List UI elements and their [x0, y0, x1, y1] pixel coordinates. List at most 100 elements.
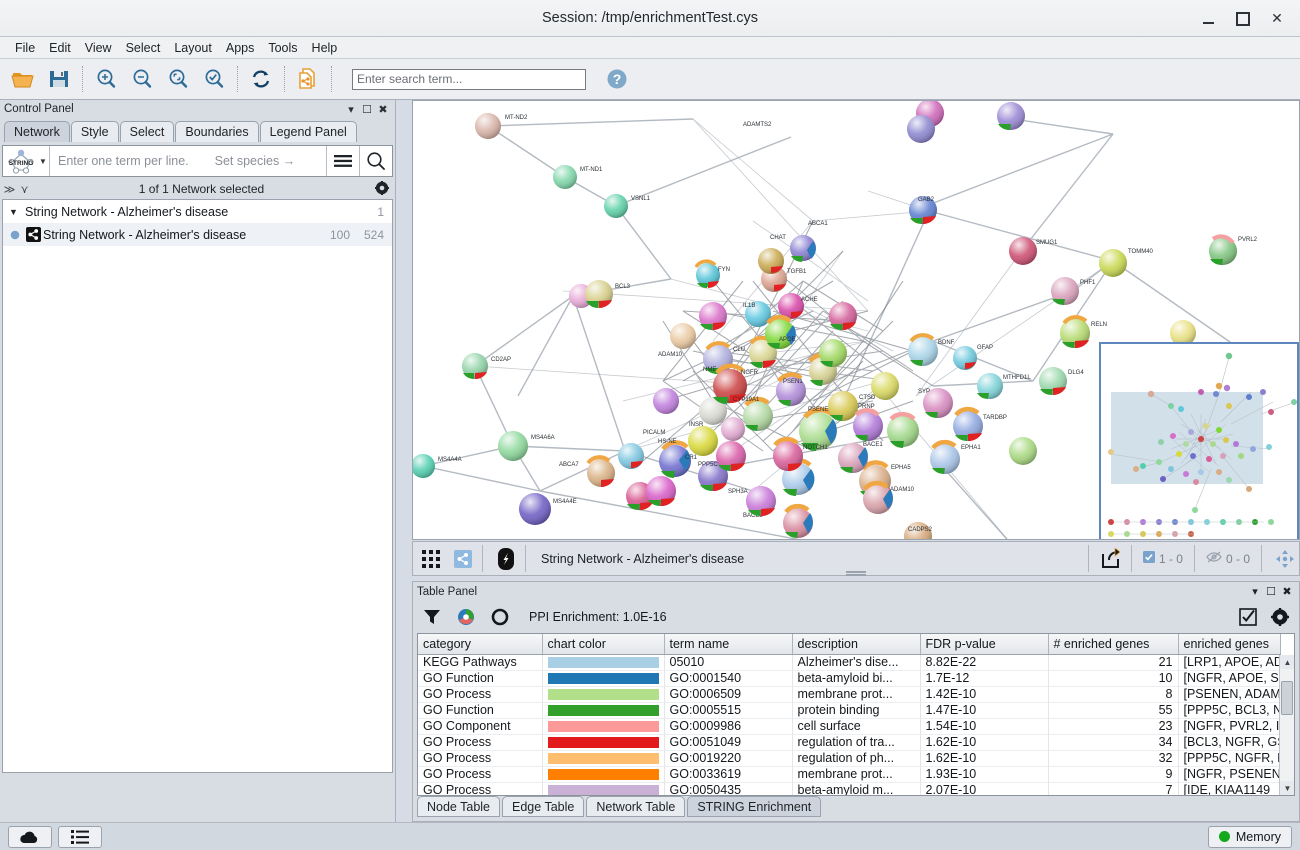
- toggle-annotation-icon[interactable]: [491, 544, 520, 573]
- table-row[interactable]: GO Process GO:0050435 beta-amyloid m... 2.0…: [418, 782, 1281, 795]
- tab-string-enrichment[interactable]: STRING Enrichment: [687, 796, 822, 817]
- scrollbar-thumb[interactable]: [1281, 681, 1293, 715]
- chevron-down-icon[interactable]: ▾: [1252, 586, 1258, 598]
- hamburger-icon[interactable]: [327, 146, 359, 176]
- menu-file[interactable]: File: [15, 40, 36, 55]
- checkbox-icon[interactable]: [1142, 551, 1155, 566]
- panel-resize-grip[interactable]: [846, 571, 866, 576]
- export-image-icon[interactable]: [1097, 544, 1126, 573]
- close-icon[interactable]: ✖: [378, 103, 388, 116]
- table-row[interactable]: GO Process GO:0033619 membrane prot... 1.93…: [418, 766, 1281, 782]
- collapse-all-icon[interactable]: ≫: [3, 183, 16, 196]
- menu-layout[interactable]: Layout: [174, 40, 212, 55]
- eye-slash-icon[interactable]: [1206, 551, 1222, 566]
- table-row[interactable]: GO Function GO:0005515 protein binding 1.47…: [418, 702, 1281, 718]
- menu-tools[interactable]: Tools: [268, 40, 298, 55]
- svg-text:TGFB1: TGFB1: [787, 269, 807, 275]
- gear-icon[interactable]: [371, 180, 393, 198]
- color-chart-icon[interactable]: [455, 605, 477, 629]
- menu-apps[interactable]: Apps: [225, 40, 255, 55]
- close-button[interactable]: ✕: [1271, 10, 1283, 26]
- table-row[interactable]: GO Process GO:0019220 regulation of ph... 1…: [418, 750, 1281, 766]
- float-icon[interactable]: ☐: [362, 103, 372, 116]
- export-network-icon[interactable]: [291, 63, 325, 95]
- column-header-description[interactable]: description: [792, 634, 921, 655]
- svg-text:CADPS2: CADPS2: [908, 527, 933, 533]
- memory-indicator[interactable]: Memory: [1207, 825, 1292, 848]
- maximize-button[interactable]: [1226, 5, 1260, 33]
- cell-category: GO Component: [418, 718, 543, 734]
- filter-icon[interactable]: [421, 605, 443, 629]
- set-species-link[interactable]: Set species →: [214, 154, 296, 168]
- network-core-cluster[interactable]: IL1B ACHE FYN TGFB1 CHAT ABCA1 APOE NGFR…: [646, 221, 1196, 517]
- list-icon[interactable]: [58, 825, 102, 848]
- cell-description: membrane prot...: [792, 766, 921, 782]
- menu-view[interactable]: View: [84, 40, 112, 55]
- refresh-icon[interactable]: [244, 63, 278, 95]
- scroll-up-arrow-icon[interactable]: ▲: [1280, 655, 1294, 669]
- column-header-enriched-genes[interactable]: enriched genes: [1178, 634, 1281, 655]
- tab-select[interactable]: Select: [119, 121, 175, 142]
- table-row[interactable]: KEGG Pathways 05010 Alzheimer's dise... 8.8…: [418, 654, 1281, 670]
- column-header-category[interactable]: category: [418, 634, 543, 655]
- menu-edit[interactable]: Edit: [49, 40, 71, 55]
- hidden-nodes-status[interactable]: 0 - 0: [1200, 551, 1256, 566]
- navigator-thumbnail: [1108, 352, 1297, 537]
- expand-all-icon[interactable]: ⋎: [20, 183, 29, 196]
- tab-network-table[interactable]: Network Table: [586, 796, 686, 817]
- enrichment-table[interactable]: category chart color term name descripti…: [417, 633, 1295, 796]
- svg-text:MS4A4A: MS4A4A: [438, 457, 462, 463]
- zoom-selected-icon[interactable]: [197, 63, 231, 95]
- network-graph[interactable]: MT-ND2 MT-ND1 VSNL1 CD2AP MS4A4A MS4A6A …: [413, 101, 1299, 539]
- table-body[interactable]: KEGG Pathways 05010 Alzheimer's dise... 8.8…: [418, 654, 1281, 795]
- tab-legend-panel[interactable]: Legend Panel: [259, 121, 357, 142]
- table-row[interactable]: GO Function GO:0001540 beta-amyloid bi... 1…: [418, 670, 1281, 686]
- network-tree-item[interactable]: String Network - Alzheimer's disease 100…: [3, 223, 392, 246]
- selected-nodes-status[interactable]: 1 - 0: [1137, 551, 1189, 566]
- cloud-icon[interactable]: [8, 825, 52, 848]
- open-folder-icon[interactable]: [6, 63, 40, 95]
- search-icon[interactable]: [360, 146, 392, 176]
- table-row[interactable]: GO Process GO:0051049 regulation of tra...…: [418, 734, 1281, 750]
- help-icon[interactable]: ?: [600, 63, 634, 95]
- float-icon[interactable]: ☐: [1266, 586, 1276, 598]
- save-icon[interactable]: [42, 63, 76, 95]
- network-overview-navigator[interactable]: [1099, 342, 1299, 539]
- string-term-input[interactable]: Enter one term per line. Set species →: [50, 154, 326, 168]
- expand-arrow-icon[interactable]: ▼: [9, 206, 18, 217]
- svg-text:INSR: INSR: [689, 422, 704, 428]
- column-header-enriched-count[interactable]: # enriched genes: [1048, 634, 1179, 655]
- column-header-chart-color[interactable]: chart color: [542, 634, 665, 655]
- table-row[interactable]: GO Process GO:0006509 membrane prot... 1.42…: [418, 686, 1281, 702]
- menu-help[interactable]: Help: [311, 40, 338, 55]
- string-dropdown-caret-icon[interactable]: ▼: [39, 156, 47, 166]
- fit-content-icon[interactable]: [1270, 544, 1299, 573]
- tab-style[interactable]: Style: [70, 121, 119, 142]
- close-icon[interactable]: ✖: [1282, 586, 1292, 598]
- tab-edge-table[interactable]: Edge Table: [502, 796, 585, 817]
- zoom-in-icon[interactable]: [89, 63, 123, 95]
- column-header-term-name[interactable]: term name: [664, 634, 793, 655]
- tab-node-table[interactable]: Node Table: [417, 796, 501, 817]
- donut-chart-icon[interactable]: [489, 605, 511, 629]
- tab-boundaries[interactable]: Boundaries: [175, 121, 259, 142]
- grid-layout-icon[interactable]: [416, 544, 445, 573]
- network-tree-root[interactable]: ▼ String Network - Alzheimer's disease 1: [3, 200, 392, 223]
- network-view-canvas[interactable]: MT-ND2 MT-ND1 VSNL1 CD2AP MS4A4A MS4A6A …: [412, 100, 1300, 540]
- table-vertical-scrollbar[interactable]: ▲ ▼: [1279, 655, 1294, 795]
- zoom-fit-icon[interactable]: [161, 63, 195, 95]
- search-input[interactable]: Enter search term...: [352, 68, 586, 90]
- chevron-down-icon[interactable]: ▾: [348, 103, 354, 116]
- zoom-out-icon[interactable]: [125, 63, 159, 95]
- column-header-fdr-pvalue[interactable]: FDR p-value: [920, 634, 1049, 655]
- select-columns-icon[interactable]: [1237, 605, 1259, 629]
- menu-select[interactable]: Select: [125, 40, 161, 55]
- table-row[interactable]: GO Component GO:0009986 cell surface 1.54E-…: [418, 718, 1281, 734]
- cell-category: GO Function: [418, 670, 543, 686]
- scroll-down-arrow-icon[interactable]: ▼: [1280, 781, 1294, 795]
- gear-icon[interactable]: [1269, 605, 1291, 629]
- network-tree-list[interactable]: ▼ String Network - Alzheimer's disease 1…: [2, 199, 393, 773]
- share-network-icon[interactable]: [448, 544, 477, 573]
- tab-network[interactable]: Network: [4, 121, 70, 142]
- minimize-button[interactable]: [1192, 5, 1226, 33]
